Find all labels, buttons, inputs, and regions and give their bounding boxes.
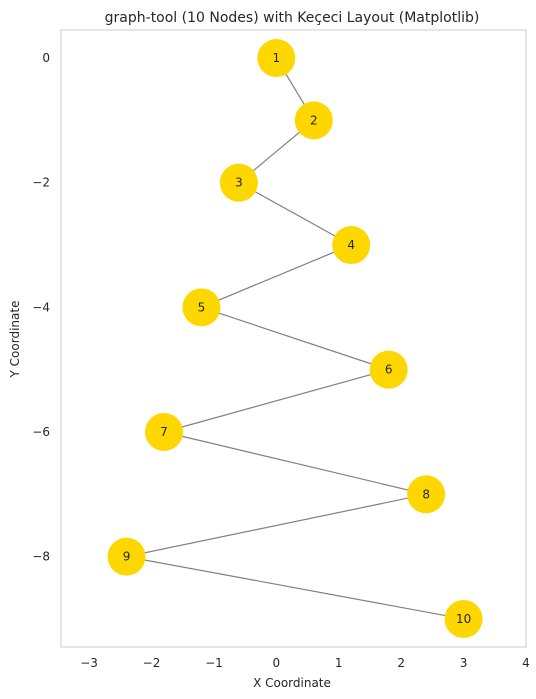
edge-5-6 [201,306,389,371]
node-label-8: 8 [422,487,430,501]
node-2 [294,101,333,140]
x-tick-label: 1 [335,656,343,670]
node-8 [407,475,446,514]
node-5 [182,288,221,327]
y-tick-label: −2 [32,176,50,190]
y-tick-label: 0 [42,51,50,65]
x-tick-label: 2 [397,656,405,670]
x-tick-label: 4 [522,656,530,670]
y-axis-ticks: 0 −2 −4 −6 −8 [32,51,50,564]
edge-4-5 [201,244,352,308]
edge-3-4 [238,182,352,246]
x-tick-label: −1 [205,656,223,670]
x-tick-label: 0 [273,656,281,670]
x-tick-label: −2 [143,656,161,670]
node-4 [332,226,371,265]
x-tick-label: −3 [80,656,98,670]
node-3 [219,163,258,202]
edge-7-8 [163,431,427,495]
y-tick-label: −8 [32,550,50,564]
edge-6-7 [163,369,389,433]
y-tick-label: −6 [32,425,50,439]
node-9 [107,537,146,576]
node-label-10: 10 [456,612,471,626]
node-label-3: 3 [235,176,243,190]
x-tick-label: 3 [460,656,468,670]
node-1 [257,39,296,78]
node-label-9: 9 [123,550,131,564]
y-tick-label: −4 [32,300,50,314]
node-label-4: 4 [347,238,355,252]
chart-title: graph-tool (10 Nodes) with Keçeci Layout… [105,10,480,26]
nodes-layer: 1 2 3 4 5 6 7 8 9 10 [107,39,483,638]
node-10 [444,599,483,638]
node-7 [144,412,183,451]
node-6 [369,350,408,389]
node-label-1: 1 [273,51,281,65]
node-label-7: 7 [160,425,168,439]
y-axis-label: Y Coordinate [8,301,22,379]
edge-8-9 [126,493,427,558]
node-label-6: 6 [385,363,393,377]
node-label-5: 5 [198,300,206,314]
node-label-2: 2 [310,113,318,127]
x-axis-ticks: −3 −2 −1 0 1 2 3 4 [80,656,530,670]
edge-9-10 [126,556,464,620]
x-axis-label: X Coordinate [253,676,331,690]
